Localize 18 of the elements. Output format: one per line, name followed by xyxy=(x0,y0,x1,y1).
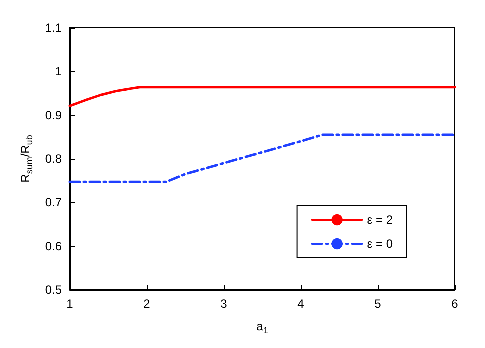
x-tick-label: 3 xyxy=(220,297,228,311)
line-series xyxy=(68,86,456,108)
x-tick-label: 2 xyxy=(144,297,151,311)
y-tick-label: 1 xyxy=(55,64,62,79)
x-tick-label: 1 xyxy=(66,297,74,311)
y-tick-label: 0.9 xyxy=(45,108,62,122)
y-tick-label: 0.8 xyxy=(45,152,62,166)
x-tick-label: 6 xyxy=(452,297,459,311)
y-axis-title: Rsum/Rub xyxy=(18,135,34,183)
legend-label: ε = 2 xyxy=(367,213,394,227)
y-tick-label: 1.1 xyxy=(45,21,62,35)
x-tick-label: 4 xyxy=(298,297,305,311)
x-tick-label: 5 xyxy=(374,297,382,311)
legend-label: ε = 0 xyxy=(367,237,394,251)
y-tick-label: 0.7 xyxy=(45,196,62,210)
y-tick-label: 0.6 xyxy=(45,239,62,254)
line-series xyxy=(68,134,456,184)
y-tick-label: 0.5 xyxy=(45,283,62,297)
